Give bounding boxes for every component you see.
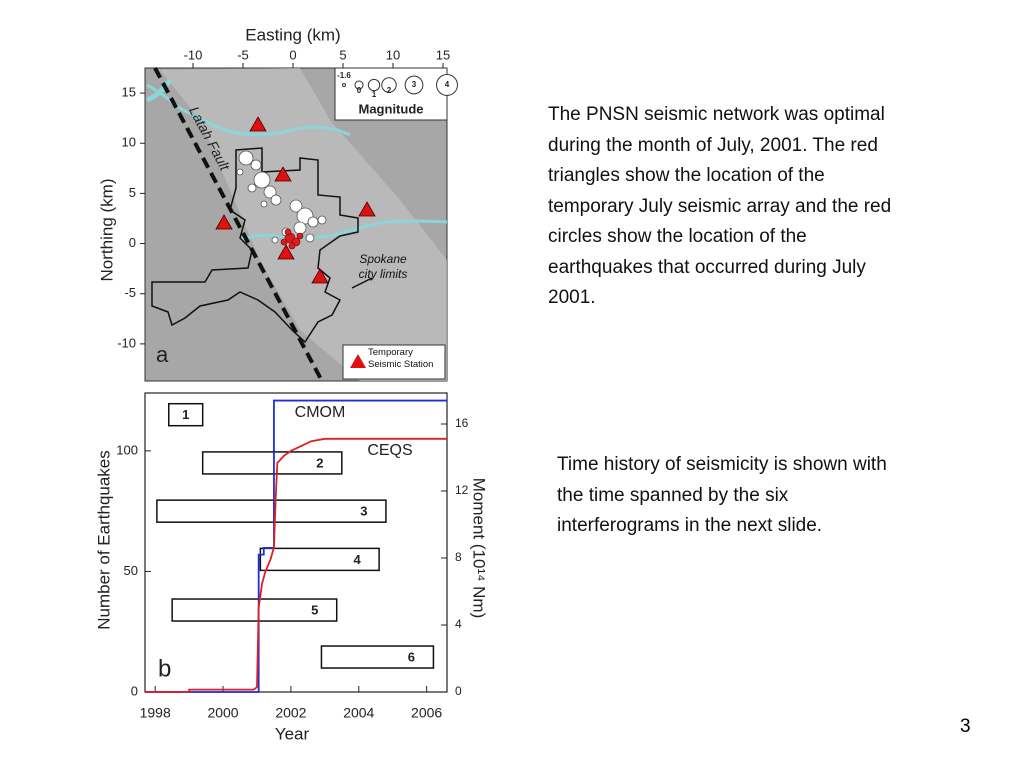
- interval-label: 2: [316, 455, 323, 470]
- y2-axis-title: Moment (10¹⁴ Nm): [470, 478, 489, 619]
- legend-label: 4: [445, 80, 450, 89]
- series-line: [145, 437, 447, 693]
- interval-label: 6: [408, 649, 415, 664]
- city-label-box: Spokane city limits: [358, 252, 408, 281]
- y-tick-label: 5: [129, 185, 136, 200]
- y-axis-title: Number of Earthquakes: [94, 450, 113, 630]
- map: Latah Fault Spokane city limits Magnitud…: [144, 67, 448, 382]
- panel-label: a: [156, 342, 169, 367]
- legend-circle: [436, 74, 458, 96]
- x-tick-label: 2002: [275, 705, 306, 721]
- interval-label: 3: [360, 504, 367, 519]
- river: [146, 83, 351, 137]
- y2-tick-label: 12: [455, 483, 469, 497]
- interval-label: 4: [354, 552, 362, 567]
- interval: [320, 645, 435, 669]
- interval-label: 5: [311, 602, 318, 617]
- city-label: Spokane city limits: [358, 252, 408, 281]
- x-tick-label: 0: [289, 47, 296, 62]
- interval: [168, 402, 204, 427]
- legend-circle: [342, 83, 346, 87]
- station-label-box: Temporary Seismic Station: [368, 347, 434, 370]
- x-tick-label: 10: [386, 47, 400, 62]
- paragraph: The PNSN seismic network was optimal dur…: [548, 104, 892, 308]
- plot-area: [144, 392, 448, 693]
- legend-circle: [367, 78, 381, 92]
- y-axis-title: Northing (km): [97, 179, 116, 282]
- y-tick-label: 0: [129, 235, 136, 250]
- interval: [201, 451, 343, 475]
- legend-station: [350, 354, 366, 368]
- river: [146, 78, 173, 103]
- y2-tick-label: 8: [455, 550, 462, 564]
- y2-tick-label: 16: [455, 416, 469, 430]
- river: [239, 219, 448, 242]
- y2-tick-label: 0: [455, 684, 462, 698]
- page-number: 3: [960, 716, 971, 737]
- stations: [215, 116, 376, 284]
- x-tick-label: 15: [436, 47, 450, 62]
- x-axis-title: Easting (km): [245, 25, 340, 44]
- x-tick-label: 1998: [140, 705, 171, 721]
- interval: [156, 499, 387, 523]
- interval-label: 1: [182, 407, 189, 422]
- legend-label: -1.6: [337, 71, 351, 80]
- interval: [259, 547, 380, 572]
- legend-circle: [381, 77, 397, 93]
- series-label: CEQS: [367, 442, 412, 459]
- series-label: CMOM: [295, 404, 346, 421]
- july-earthquakes: [280, 228, 304, 250]
- fault: [153, 67, 324, 382]
- y-tick-label: 100: [116, 442, 138, 457]
- y2-tick-label: 4: [455, 617, 462, 631]
- y-tick-label: -10: [117, 335, 136, 350]
- interval: [171, 598, 338, 622]
- city-limits: [151, 147, 359, 344]
- x-tick-label: -5: [237, 47, 249, 62]
- station-label: Temporary Seismic Station: [368, 347, 434, 370]
- x-tick-label: 2004: [343, 705, 374, 721]
- legend-label: 0: [357, 86, 362, 95]
- legend-label: 2: [387, 86, 392, 95]
- panel-label: b: [158, 655, 171, 682]
- paragraph: Time history of seismicity is shown with…: [557, 454, 887, 536]
- x-tick-label: 2006: [411, 705, 442, 721]
- legend-circle: [404, 75, 424, 95]
- legend-title: Magnitude: [359, 101, 424, 116]
- series-line: [145, 399, 447, 693]
- x-tick-label: 2000: [207, 705, 238, 721]
- legend-circle: [354, 80, 364, 90]
- x-tick-label: 5: [339, 47, 346, 62]
- x-axis-title: Year: [275, 724, 310, 743]
- y-tick-label: -5: [124, 285, 136, 300]
- legend-label: 3: [412, 80, 417, 89]
- y-tick-label: 0: [131, 683, 138, 698]
- x-tick-label: -10: [184, 47, 203, 62]
- arrow: [351, 277, 373, 289]
- y-tick-label: 50: [124, 563, 138, 578]
- y-tick-label: 15: [122, 85, 136, 100]
- legend-label: 1: [372, 90, 377, 99]
- y-tick-label: 10: [122, 135, 136, 150]
- legend-box: [334, 67, 448, 121]
